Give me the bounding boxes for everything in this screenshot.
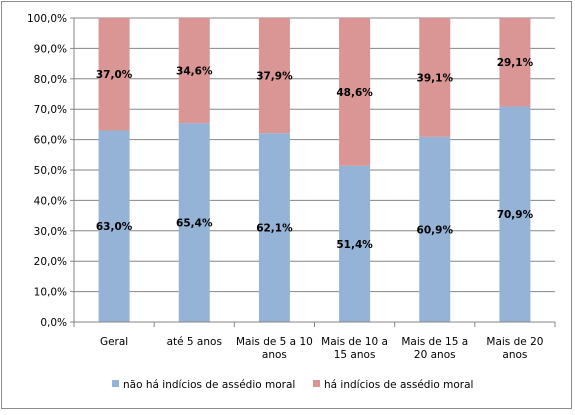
data-label: 37,9% [256,71,293,83]
y-tick-label: 100,0% [27,13,67,25]
data-label: 65,4% [176,218,213,230]
y-tick-label: 40,0% [34,195,67,207]
legend-swatch [112,380,119,387]
y-tick-label: 90,0% [34,43,67,55]
y-tick-label: 10,0% [34,287,67,299]
x-tick-label: até 5 anos [167,336,222,348]
x-tick-label: Mais de 10 a [321,336,388,348]
y-tick-label: 60,0% [34,135,67,147]
y-tick-label: 80,0% [34,74,67,86]
x-tick-label: 20 anos [414,349,456,361]
bar-nao-ha-indicios [258,133,290,322]
data-label: 29,1% [497,57,534,69]
data-label: 63,0% [96,221,133,233]
data-label: 34,6% [176,66,213,78]
y-tick-label: 70,0% [34,104,67,116]
y-tick-label: 50,0% [34,165,67,177]
data-label: 60,9% [417,224,454,236]
bar-nao-ha-indicios [339,165,371,322]
data-label: 37,0% [96,69,133,81]
x-tick-label: Mais de 5 a 10 [236,336,313,348]
y-tick-label: 30,0% [34,226,67,238]
x-tick-label: Mais de 20 [486,336,543,348]
bar-ha-indicios [98,18,130,131]
gridlines [74,17,555,293]
chart-frame: 0,0% 10,0% 20,0% 30,0% 40,0% 50,0% 60,0% 70,0% 8… [1,1,572,409]
data-label: 39,1% [417,72,454,84]
data-label: 48,6% [336,87,373,99]
data-labels: 63,0% 37,0% 65,4% 34,6% 62,1% 37,9% 51,4% 48,6%… [96,57,534,251]
y-axis: 0,0% 10,0% 20,0% 30,0% 40,0% 50,0% 60,0% 70,0% 8… [27,13,75,329]
bar-ha-indicios [499,18,531,107]
legend-label: não há indícios de assédio moral [123,379,295,391]
bar-nao-ha-indicios [419,136,451,322]
x-tick-label: 15 anos [334,349,376,361]
bar-nao-ha-indicios [499,106,531,323]
x-tick-label: Geral [100,336,128,348]
bar-nao-ha-indicios [178,123,210,323]
legend-label: há indícios de assédio moral [324,379,473,391]
bar-nao-ha-indicios [98,130,130,322]
x-tick-label: anos [262,349,287,361]
bar-ha-indicios [178,18,210,124]
y-tick-label: 0,0% [40,317,67,329]
data-label: 70,9% [497,209,534,221]
y-tick-label: 20,0% [34,256,67,268]
bar-ha-indicios [339,18,371,166]
x-tick-label: Mais de 15 a [401,336,468,348]
legend-swatch [313,380,320,387]
bars [98,18,531,323]
data-label: 62,1% [256,223,293,235]
legend: não há indícios de assédio moral há indíc… [112,379,473,391]
stacked-bar-chart: 0,0% 10,0% 20,0% 30,0% 40,0% 50,0% 60,0% 70,0% 8… [27,13,556,391]
bar-ha-indicios [258,18,290,134]
bar-ha-indicios [419,18,451,137]
data-label: 51,4% [336,239,373,251]
x-tick-label: anos [502,349,527,361]
